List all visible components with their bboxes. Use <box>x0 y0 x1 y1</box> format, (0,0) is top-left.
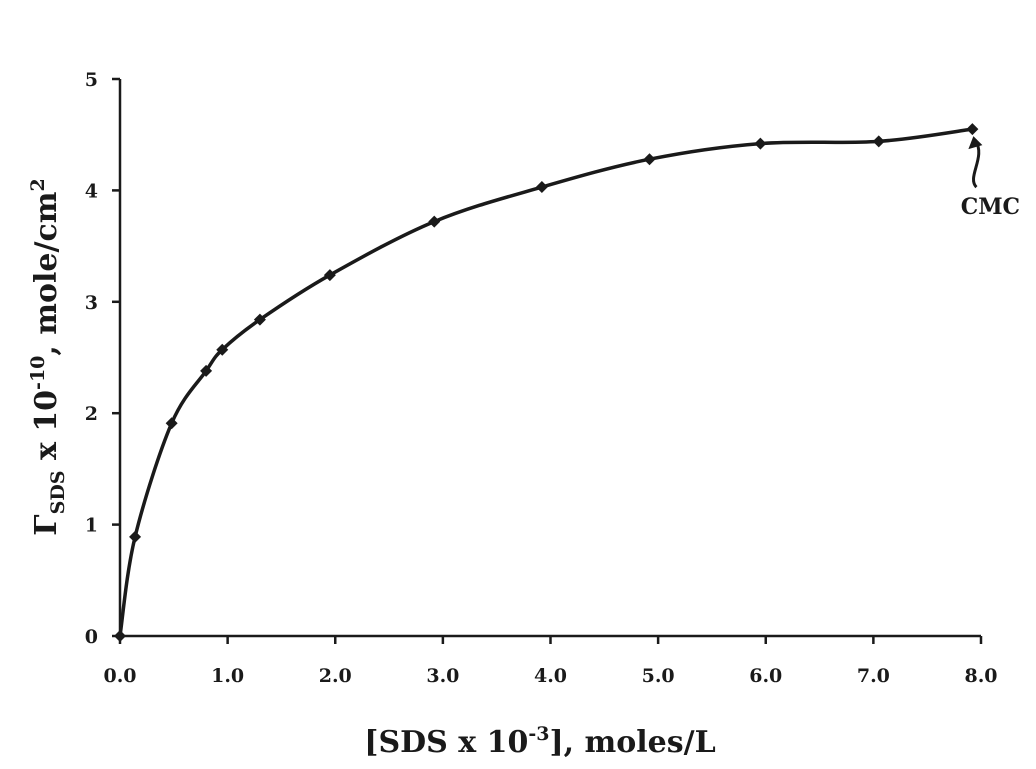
data-point <box>129 530 142 543</box>
x-tick-label: 0.0 <box>103 665 136 687</box>
y-axis-title-sup2: 2 <box>27 178 49 191</box>
x-axis-title: [SDS x 10-3], moles/L <box>364 723 715 760</box>
y-tick-label: 0 <box>85 626 98 648</box>
axes <box>118 79 981 638</box>
data-point <box>216 343 229 356</box>
cmc-arrowhead <box>968 136 983 150</box>
x-tick-label: 8.0 <box>964 665 997 687</box>
annotations: CMC <box>961 136 1020 220</box>
y-axis-title-post: , mole/cm <box>29 191 64 355</box>
series <box>114 123 979 642</box>
x-axis-title-sup: -3 <box>528 723 549 745</box>
y-axis-title-greek: Γ <box>29 514 64 535</box>
data-point <box>253 313 266 326</box>
data-point <box>643 153 656 166</box>
data-point <box>966 123 979 136</box>
y-axis-title-sub: SDS <box>47 470 69 514</box>
x-tick-label: 3.0 <box>426 665 459 687</box>
x-axis-title-post: ], moles/L <box>549 725 715 760</box>
data-point <box>200 364 213 377</box>
y-axis-title-mid: x 10 <box>29 390 64 471</box>
x-axis-title-pre: [SDS x 10 <box>364 725 528 760</box>
x-tick-label: 5.0 <box>642 665 675 687</box>
x-tick-label: 4.0 <box>534 665 567 687</box>
y-tick-label: 4 <box>85 180 98 202</box>
y-tick-label: 2 <box>85 403 98 425</box>
data-point <box>535 181 548 194</box>
y-tick-label: 5 <box>85 69 98 91</box>
x-tick-label: 7.0 <box>857 665 890 687</box>
data-point <box>114 630 126 642</box>
data-point <box>323 269 336 282</box>
x-tick-label: 6.0 <box>749 665 782 687</box>
x-tick-label: 2.0 <box>319 665 352 687</box>
ticks: 0 1 2 3 4 5 0.0 1.0 2.0 3.0 4.0 5.0 6.0 7.0 8.0 <box>85 69 998 687</box>
data-point <box>428 215 441 228</box>
data-point <box>872 135 885 148</box>
series-line <box>118 127 973 637</box>
y-tick-label: 3 <box>85 292 98 314</box>
y-tick-label: 1 <box>85 515 98 537</box>
cmc-annotation: CMC <box>961 194 1020 220</box>
y-axis-title-sup: -10 <box>27 356 49 390</box>
data-point <box>165 417 178 430</box>
data-point <box>754 137 767 150</box>
y-axis-title: ΓSDS x 10-10, mole/cm2 <box>27 178 69 535</box>
x-tick-label: 1.0 <box>211 665 244 687</box>
